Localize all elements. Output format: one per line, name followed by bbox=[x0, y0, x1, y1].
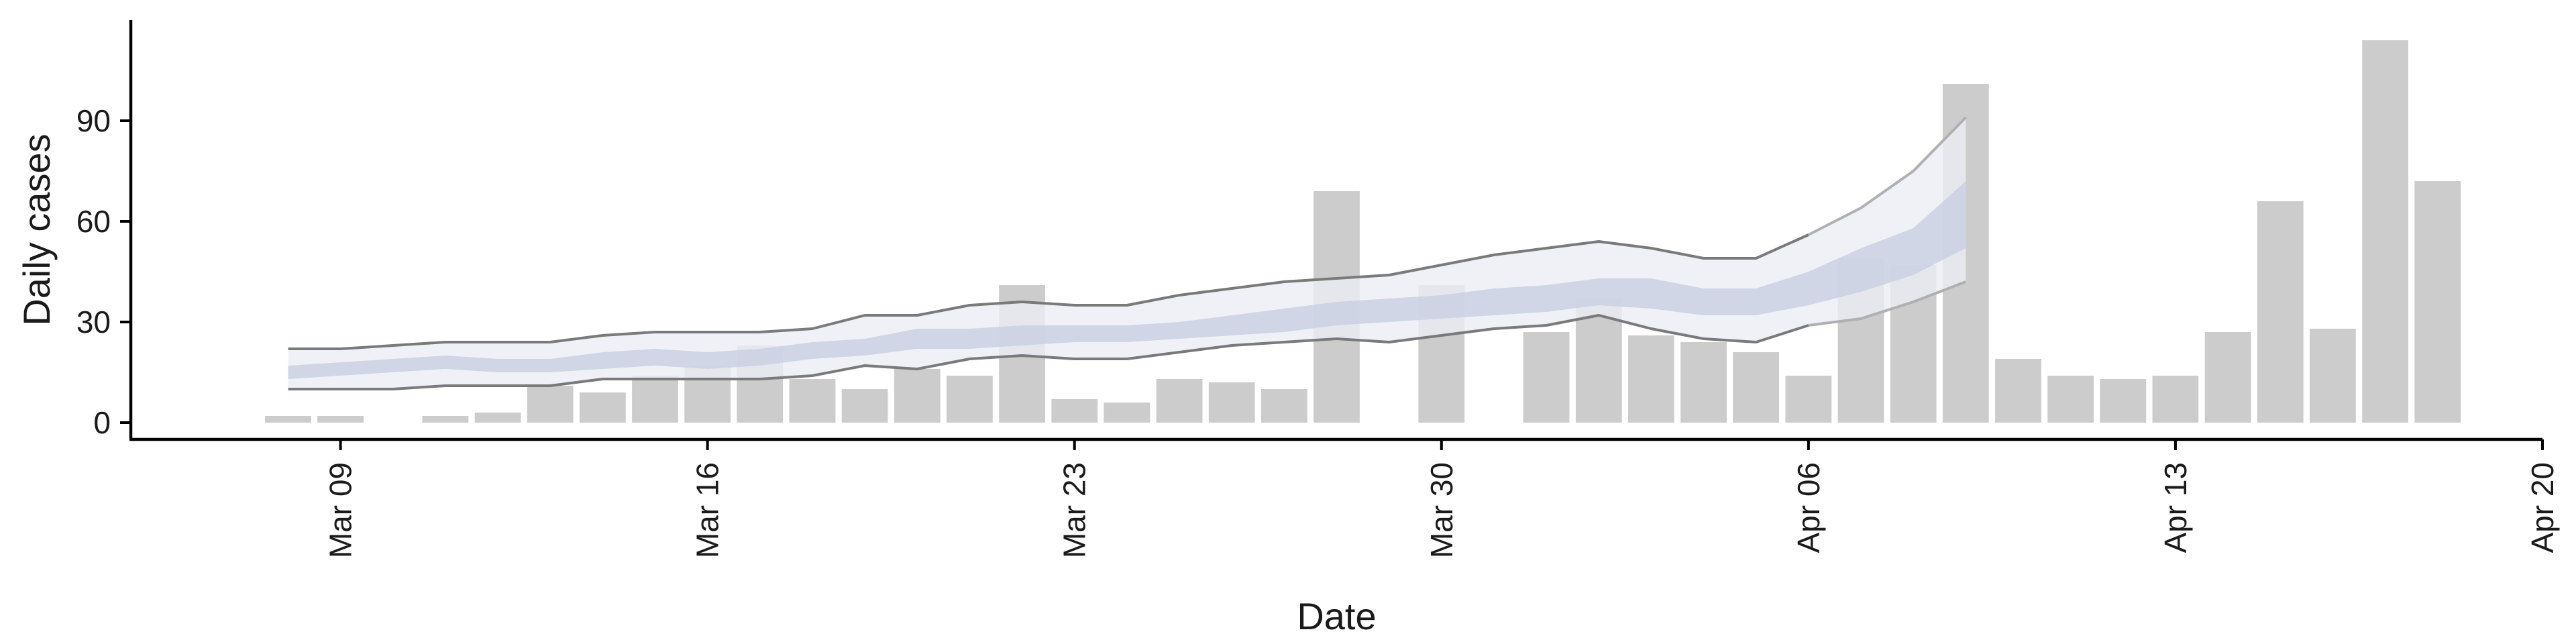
x-tick-label: Apr 20 bbox=[2525, 462, 2560, 553]
bar-2020-03-15 bbox=[632, 376, 678, 423]
bar-2020-04-18 bbox=[2414, 181, 2461, 423]
bar-2020-03-12 bbox=[474, 413, 521, 423]
bar-2020-03-13 bbox=[527, 386, 574, 423]
y-tick-label: 0 bbox=[93, 405, 111, 440]
bar-2020-04-12 bbox=[2100, 379, 2147, 423]
bar-2020-04-15 bbox=[2257, 201, 2304, 423]
outer-lower-line-recent bbox=[1808, 280, 1967, 327]
y-tick-label: 60 bbox=[76, 204, 111, 239]
bar-2020-04-03 bbox=[1628, 335, 1674, 423]
x-tick-label: Mar 30 bbox=[1424, 462, 1459, 558]
x-tick-label: Mar 23 bbox=[1057, 462, 1092, 558]
y-tick-label: 90 bbox=[76, 103, 111, 138]
x-tick-label: Apr 13 bbox=[2158, 462, 2193, 553]
uncertainty-bands bbox=[288, 116, 1967, 390]
bar-2020-03-08 bbox=[265, 416, 311, 423]
bar-2020-04-04 bbox=[1680, 342, 1727, 423]
bar-2020-03-24 bbox=[1104, 402, 1150, 423]
bar-2020-04-10 bbox=[1995, 359, 2041, 423]
x-tick-label: Mar 16 bbox=[690, 462, 725, 558]
bars-layer bbox=[265, 40, 2461, 423]
bar-2020-04-13 bbox=[2152, 376, 2199, 423]
bar-2020-03-20 bbox=[894, 369, 941, 423]
plot-area bbox=[265, 40, 2461, 423]
x-tick-label: Mar 09 bbox=[323, 462, 358, 558]
x-axis-ticks: Mar 09 Mar 16 Mar 23 Mar 30 Apr 06 Apr 13 Apr … bbox=[323, 439, 2560, 558]
y-axis-ticks: 0 30 60 90 bbox=[76, 103, 131, 440]
bar-2020-04-16 bbox=[2310, 329, 2356, 423]
bar-2020-03-23 bbox=[1051, 399, 1098, 423]
bar-2020-04-17 bbox=[2362, 40, 2408, 423]
x-tick-label: Apr 06 bbox=[1791, 462, 1826, 553]
bar-2020-04-14 bbox=[2204, 332, 2251, 423]
bar-2020-03-14 bbox=[580, 392, 626, 423]
bar-2020-04-06 bbox=[1785, 376, 1832, 423]
bar-2020-03-25 bbox=[1156, 379, 1203, 423]
y-tick-label: 30 bbox=[76, 305, 111, 339]
bar-2020-03-21 bbox=[947, 376, 993, 423]
bar-2020-03-27 bbox=[1261, 389, 1307, 423]
bar-2020-03-26 bbox=[1208, 382, 1255, 423]
bar-2020-03-11 bbox=[422, 416, 469, 423]
bar-2020-03-18 bbox=[789, 379, 836, 423]
outer-lower-line bbox=[288, 314, 1809, 390]
outer-upper-line bbox=[288, 233, 1809, 350]
x-axis-title: Date bbox=[1297, 595, 1376, 637]
outer-interval-band bbox=[288, 117, 1966, 389]
bar-2020-04-11 bbox=[2047, 376, 2094, 423]
outer-upper-line-recent bbox=[1807, 116, 1967, 236]
y-axis-title: Daily cases bbox=[15, 133, 58, 325]
bar-2020-04-01 bbox=[1523, 332, 1570, 423]
bar-2020-03-09 bbox=[317, 416, 364, 423]
bar-2020-04-05 bbox=[1733, 352, 1780, 423]
inner-interval-band bbox=[288, 181, 1966, 379]
axes: 0 30 60 90 Mar 09 Mar 16 Mar 23 Mar 30 Apr 06 Ap… bbox=[76, 20, 2560, 558]
bar-2020-03-19 bbox=[841, 389, 888, 423]
